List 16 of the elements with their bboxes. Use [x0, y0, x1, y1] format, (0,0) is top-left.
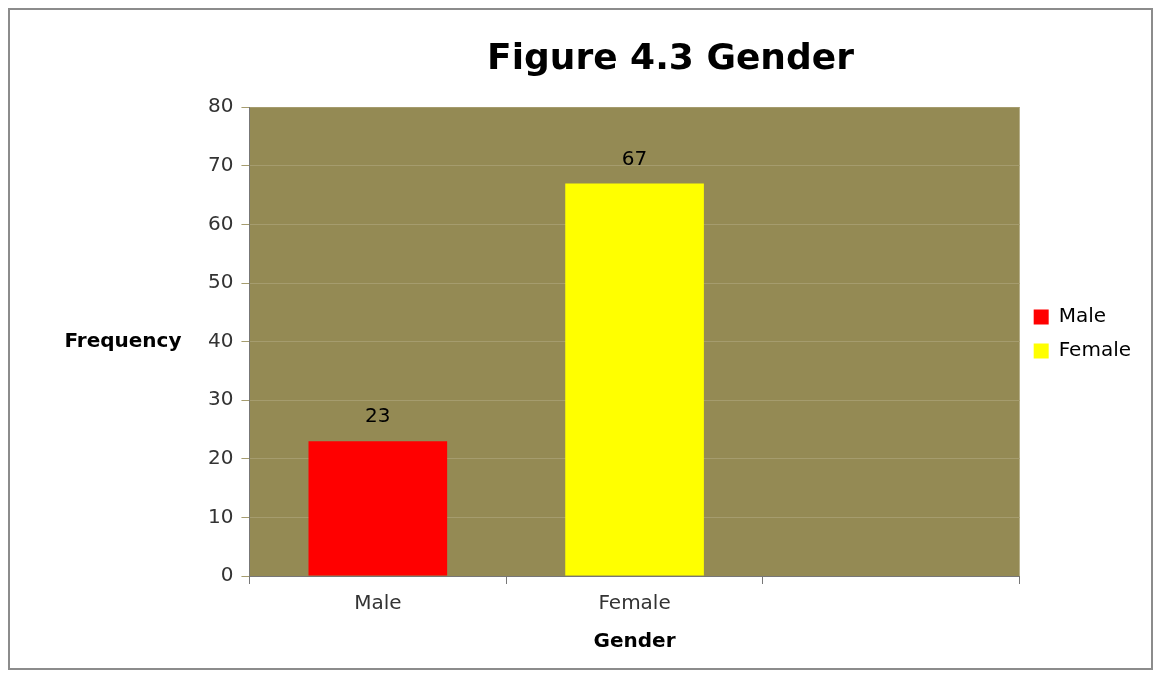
chart-title: Figure 4.3 Gender [487, 35, 855, 77]
y-tick-label: 0 [220, 562, 234, 587]
y-axis-title: Frequency [64, 327, 182, 352]
x-axis-title: Gender [593, 628, 676, 653]
legend-label: Female [1058, 337, 1132, 362]
y-tick-label: 50 [208, 269, 234, 294]
y-tick-label: 10 [208, 503, 234, 528]
y-tick-label: 40 [208, 327, 234, 352]
y-tick-label: 30 [208, 386, 234, 411]
data-label: 67 [621, 145, 648, 170]
y-tick-label: 80 [208, 93, 234, 118]
y-tick-label: 70 [208, 152, 234, 176]
legend-label: Male [1058, 303, 1107, 328]
data-label: 23 [365, 403, 391, 428]
y-tick-label: 20 [208, 445, 234, 469]
y-tick-label: 60 [208, 210, 234, 235]
